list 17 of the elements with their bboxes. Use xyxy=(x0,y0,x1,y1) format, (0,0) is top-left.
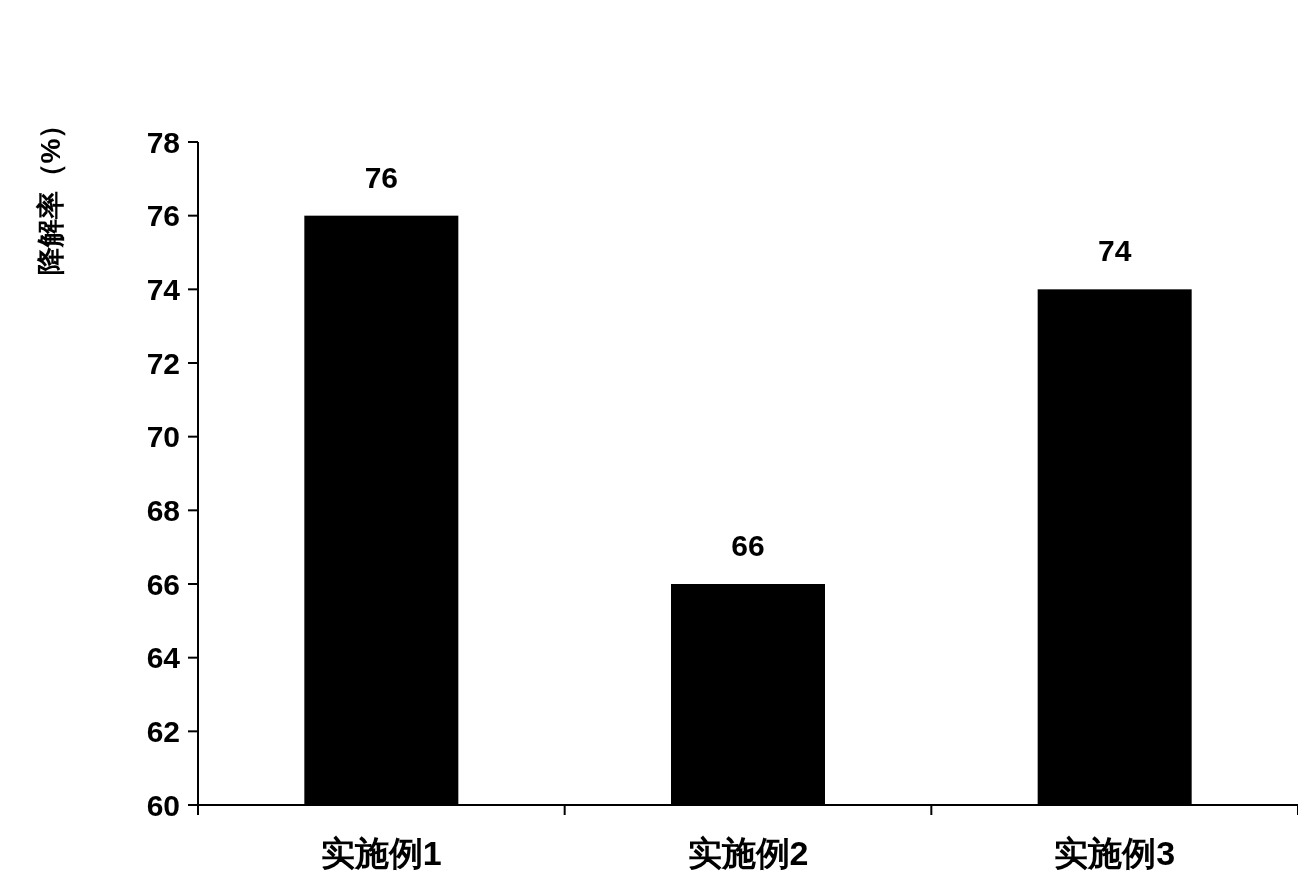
x-tick-label: 实施例1 xyxy=(320,834,442,872)
y-tick-label: 70 xyxy=(146,420,180,454)
y-tick-label: 72 xyxy=(146,346,180,380)
y-tick-label: 60 xyxy=(146,788,180,822)
y-tick-label: 78 xyxy=(146,125,180,159)
y-tick-label: 64 xyxy=(146,641,181,675)
y-tick-label: 68 xyxy=(146,493,180,527)
x-tick-label: 实施例3 xyxy=(1054,834,1176,872)
data-label: 66 xyxy=(731,529,765,562)
y-tick-label: 74 xyxy=(146,272,181,306)
data-label: 76 xyxy=(364,160,399,194)
data-label: 74 xyxy=(1097,234,1132,268)
x-tick-label: 实施例2 xyxy=(687,834,809,872)
y-tick-label: 62 xyxy=(146,714,180,748)
y-tick-label: 76 xyxy=(146,199,180,233)
y-tick-label: 66 xyxy=(146,567,180,601)
y-axis-title: 降解率（%） xyxy=(35,110,66,276)
